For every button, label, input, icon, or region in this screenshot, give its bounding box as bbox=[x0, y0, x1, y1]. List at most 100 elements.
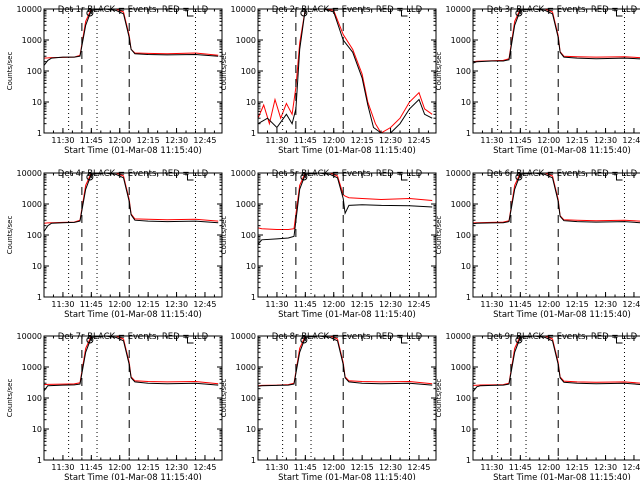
y-tick-label: 1 bbox=[251, 456, 256, 465]
plot-frame bbox=[257, 172, 437, 298]
x-tick-label: 12:45 bbox=[407, 463, 430, 472]
y-tick-label: 10000 bbox=[17, 169, 42, 178]
annotation-circle-icon bbox=[515, 9, 523, 17]
x-axis-label: Start Time (01-Mar-08 11:15:40) bbox=[493, 310, 631, 320]
annotation-bracket-icon bbox=[615, 337, 623, 344]
chart-title: Det 8r BLACK = Events, RED = LLD bbox=[272, 332, 423, 342]
x-axis-label: Start Time (01-Mar-08 11:15:40) bbox=[278, 473, 416, 480]
x-tick-label: 12:15 bbox=[137, 300, 160, 309]
y-tick-label: 100 bbox=[27, 231, 42, 240]
x-tick-label: 11:45 bbox=[80, 136, 103, 145]
chart-panel-1: 1 10 100 1000 10000 11:30 11:45 12:00 12:15 12:30… bbox=[6, 5, 223, 156]
annotation-bracket-icon bbox=[400, 10, 408, 17]
x-tick-label: 12:45 bbox=[622, 136, 640, 145]
series-line-events bbox=[44, 336, 219, 392]
plot-frame bbox=[257, 8, 437, 134]
chart-panel-3: 1 10 100 1000 10000 11:30 11:45 12:00 12:15 12:30… bbox=[435, 5, 640, 156]
x-axis-label: Start Time (01-Mar-08 11:15:40) bbox=[278, 146, 416, 156]
series-line-lld bbox=[258, 173, 433, 230]
x-tick-label: 11:30 bbox=[265, 463, 288, 472]
y-tick-label: 1000 bbox=[22, 200, 42, 209]
y-tick-label: 1 bbox=[466, 293, 471, 302]
x-tick-label: 11:30 bbox=[265, 136, 288, 145]
x-tick-label: 11:45 bbox=[294, 136, 317, 145]
x-tick-label: 12:00 bbox=[537, 300, 560, 309]
x-axis-label: Start Time (01-Mar-08 11:15:40) bbox=[493, 473, 631, 480]
annotation-circle-icon bbox=[300, 336, 308, 344]
x-axis-label: Start Time (01-Mar-08 11:15:40) bbox=[64, 310, 202, 320]
x-tick-label: 11:45 bbox=[509, 300, 532, 309]
x-tick-label: 12:30 bbox=[594, 136, 617, 145]
y-tick-label: 1 bbox=[37, 293, 42, 302]
x-tick-label: 11:45 bbox=[80, 463, 103, 472]
annotation-bracket-icon bbox=[615, 10, 623, 17]
series-line-lld bbox=[44, 173, 219, 224]
y-tick-label: 10 bbox=[246, 98, 256, 107]
chart-title: Det 2r BLACK = Events, RED = LLD bbox=[272, 5, 423, 15]
y-tick-label: 10 bbox=[461, 98, 471, 107]
y-tick-label: 100 bbox=[241, 394, 256, 403]
annotation-bracket-icon bbox=[615, 174, 623, 181]
y-axis-label: Counts/sec bbox=[6, 216, 14, 255]
y-tick-label: 100 bbox=[241, 67, 256, 76]
x-tick-label: 12:45 bbox=[407, 300, 430, 309]
y-tick-label: 100 bbox=[456, 231, 471, 240]
annotation-bracket-icon bbox=[186, 337, 194, 344]
chart-panel-7: 1 10 100 1000 10000 11:30 11:45 12:00 12:15 12:30… bbox=[6, 332, 223, 480]
y-tick-label: 100 bbox=[456, 394, 471, 403]
chart-title: Det 3r BLACK = Events, RED = LLD bbox=[487, 5, 638, 15]
y-tick-label: 100 bbox=[241, 231, 256, 240]
y-tick-label: 10000 bbox=[446, 5, 471, 14]
y-tick-label: 1000 bbox=[451, 200, 471, 209]
series-line-events bbox=[44, 173, 219, 232]
y-tick-label: 1000 bbox=[22, 36, 42, 45]
x-tick-label: 12:00 bbox=[322, 136, 345, 145]
series-line-events bbox=[258, 9, 433, 133]
y-tick-label: 10 bbox=[32, 425, 42, 434]
x-tick-label: 12:00 bbox=[322, 463, 345, 472]
y-axis-label: Counts/sec bbox=[220, 216, 228, 255]
series-line-events bbox=[258, 173, 433, 245]
y-tick-label: 10000 bbox=[446, 332, 471, 341]
x-tick-label: 11:30 bbox=[265, 300, 288, 309]
annotation-circle-icon bbox=[86, 173, 94, 181]
y-axis-label: Counts/sec bbox=[435, 379, 443, 418]
x-tick-label: 12:15 bbox=[137, 136, 160, 145]
x-tick-label: 12:00 bbox=[108, 300, 131, 309]
y-tick-label: 10 bbox=[246, 262, 256, 271]
x-tick-label: 11:30 bbox=[51, 300, 74, 309]
annotation-bracket-icon bbox=[186, 10, 194, 17]
y-tick-label: 1 bbox=[37, 456, 42, 465]
chart-title: Det 6r BLACK = Events, RED = LLD bbox=[487, 169, 638, 179]
x-tick-label: 11:30 bbox=[480, 136, 503, 145]
plot-frame bbox=[257, 335, 437, 461]
annotation-circle-icon bbox=[515, 336, 523, 344]
y-tick-label: 1000 bbox=[22, 363, 42, 372]
series-line-lld bbox=[473, 336, 640, 386]
y-tick-label: 10 bbox=[246, 425, 256, 434]
y-tick-label: 1000 bbox=[451, 36, 471, 45]
x-tick-label: 12:00 bbox=[537, 463, 560, 472]
y-axis-label: Counts/sec bbox=[6, 52, 14, 91]
y-tick-label: 10000 bbox=[231, 5, 256, 14]
y-tick-label: 1 bbox=[37, 129, 42, 138]
x-tick-label: 12:30 bbox=[379, 136, 402, 145]
series-line-lld bbox=[44, 336, 219, 386]
series-line-events bbox=[44, 9, 219, 66]
y-tick-label: 1000 bbox=[236, 36, 256, 45]
x-tick-label: 12:15 bbox=[566, 463, 589, 472]
x-tick-label: 12:15 bbox=[566, 136, 589, 145]
y-tick-label: 1 bbox=[251, 129, 256, 138]
x-tick-label: 12:00 bbox=[537, 136, 560, 145]
series-line-events bbox=[473, 173, 640, 225]
x-tick-label: 12:15 bbox=[566, 300, 589, 309]
chart-panel-4: 1 10 100 1000 10000 11:30 11:45 12:00 12:15 12:30… bbox=[6, 169, 223, 320]
chart-title: Det 4r BLACK = Events, RED = LLD bbox=[58, 169, 209, 179]
plot-frame bbox=[43, 335, 223, 461]
x-axis-label: Start Time (01-Mar-08 11:15:40) bbox=[278, 310, 416, 320]
y-tick-label: 10 bbox=[32, 98, 42, 107]
x-tick-label: 11:30 bbox=[51, 463, 74, 472]
x-axis-label: Start Time (01-Mar-08 11:15:40) bbox=[64, 146, 202, 156]
chart-panel-8: 1 10 100 1000 10000 11:30 11:45 12:00 12:15 12:30… bbox=[220, 332, 437, 480]
y-tick-label: 1 bbox=[466, 129, 471, 138]
